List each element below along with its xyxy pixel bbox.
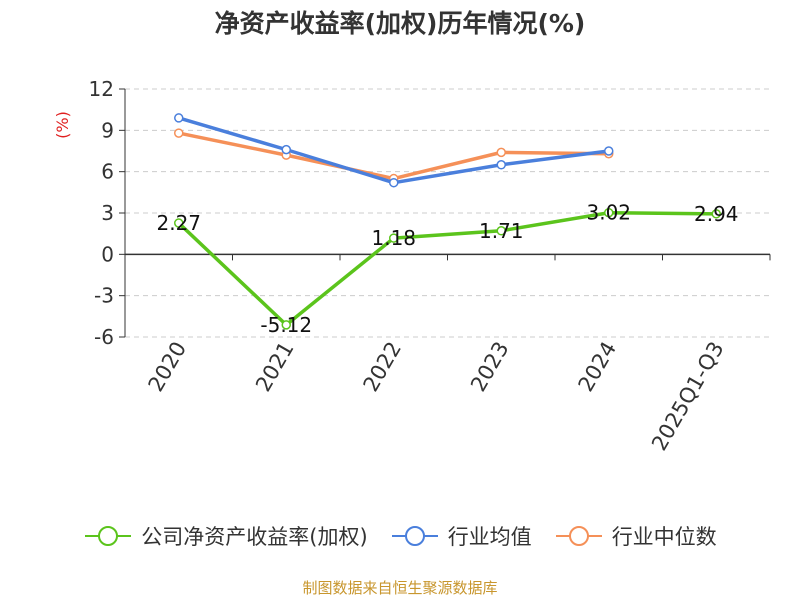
data-point <box>281 144 291 155</box>
legend-label: 行业中位数 <box>611 525 717 549</box>
data-point <box>496 226 506 236</box>
data-point <box>174 113 184 123</box>
y-tick-label: 9 <box>101 118 114 142</box>
data-point <box>174 218 184 228</box>
data-label: 1.18 <box>371 226 416 250</box>
legend-item: 公司净资产收益率(加权) <box>83 521 368 551</box>
legend-line-marker-icon <box>391 526 438 546</box>
data-label: 2.94 <box>694 202 739 226</box>
y-axis-label: (%) <box>53 111 72 139</box>
legend-line-marker-icon <box>85 526 132 546</box>
chart-title: 净资产收益率(加权)历年情况(%) <box>214 9 586 38</box>
y-tick-label: 6 <box>101 160 114 184</box>
legend-line-marker-icon <box>555 526 602 546</box>
series-lines <box>174 113 721 330</box>
x-tick-label: 2022 <box>359 338 407 396</box>
y-tick-label: -3 <box>94 284 114 308</box>
legend: 公司净资产收益率(加权) 行业均值 行业中位数 <box>0 521 800 551</box>
data-point <box>174 128 184 138</box>
data-label: 2.27 <box>156 211 201 235</box>
data-label: 3.02 <box>586 201 631 225</box>
x-tick-label: 2024 <box>574 338 622 396</box>
data-point <box>389 233 399 243</box>
legend-label: 公司净资产收益率(加权) <box>141 525 368 549</box>
legend-marker <box>404 526 425 546</box>
y-tick-label: -6 <box>94 325 114 349</box>
legend-item: 行业中位数 <box>554 521 717 551</box>
data-point <box>389 177 399 188</box>
data-point <box>604 146 614 156</box>
data-label: -5.12 <box>260 313 312 337</box>
data-point <box>496 147 506 158</box>
x-tick-label: 2023 <box>466 338 514 396</box>
legend-item: 行业均值 <box>390 521 532 551</box>
y-tick-label: 3 <box>101 201 114 225</box>
series-line <box>177 116 611 185</box>
series-line <box>177 210 718 327</box>
axes: -6 -3 0 3 6 9 12 (%) 2020 2021 2022 2023 2024 2025Q1-… <box>53 77 771 455</box>
legend-label: 行业均值 <box>447 525 532 549</box>
legend-marker <box>568 526 589 546</box>
data-labels: 2.27 -5.12 1.18 1.71 3.02 2.94 <box>156 201 738 337</box>
data-point <box>711 209 721 219</box>
data-point <box>604 207 614 218</box>
x-tick-label: 2025Q1-Q3 <box>647 338 729 455</box>
y-tick-label: 12 <box>89 77 114 101</box>
legend-marker <box>98 526 119 546</box>
data-point <box>496 160 506 170</box>
source-note: 制图数据来自恒生聚源数据库 <box>302 579 498 597</box>
data-point <box>281 320 291 330</box>
x-tick-label: 2021 <box>251 338 299 396</box>
x-tick-label: 2020 <box>144 338 192 396</box>
data-label: 1.71 <box>479 219 524 243</box>
y-tick-label: 0 <box>101 242 114 266</box>
